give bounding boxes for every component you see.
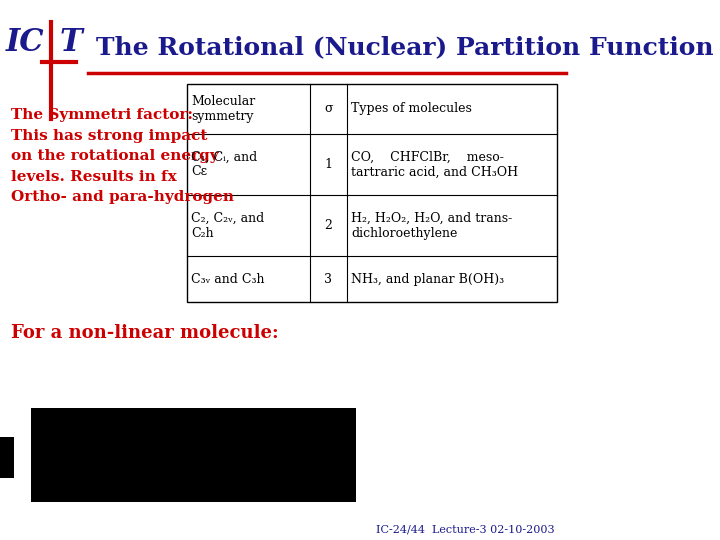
Bar: [0, 437, 14, 478]
Text: 1: 1: [324, 158, 333, 171]
Text: The Rotational (Nuclear) Partition Function: The Rotational (Nuclear) Partition Funct…: [96, 35, 714, 59]
Text: Types of molecules: Types of molecules: [351, 102, 472, 115]
Text: 2: 2: [325, 219, 332, 232]
Text: Molecular
symmetry: Molecular symmetry: [191, 94, 256, 123]
Text: IC: IC: [6, 27, 44, 58]
Text: NH₃, and planar B(OH)₃: NH₃, and planar B(OH)₃: [351, 273, 504, 286]
Text: T: T: [59, 27, 82, 58]
Text: H₂, H₂O₂, H₂O, and trans-
dichloroethylene: H₂, H₂O₂, H₂O, and trans- dichloroethyle…: [351, 212, 513, 240]
Text: 3: 3: [324, 273, 333, 286]
Text: The Symmetri factor:
This has strong impact
on the rotational energy
levels. Res: The Symmetri factor: This has strong imp…: [12, 108, 234, 205]
Text: σ: σ: [324, 102, 333, 115]
Text: C₃ᵥ and C₃h: C₃ᵥ and C₃h: [191, 273, 265, 286]
Text: C₂, C₂ᵥ, and
C₂h: C₂, C₂ᵥ, and C₂h: [191, 212, 264, 240]
Text: For a non-linear molecule:: For a non-linear molecule:: [12, 324, 279, 342]
Text: C₁, Cᵢ, and
Cε: C₁, Cᵢ, and Cε: [191, 150, 257, 178]
Bar: [186, 84, 557, 302]
Text: IC-24/44  Lecture-3 02-10-2003: IC-24/44 Lecture-3 02-10-2003: [376, 524, 554, 535]
Bar: [31, 408, 356, 502]
Text: CO,    CHFClBr,    meso-
tartraric acid, and CH₃OH: CO, CHFClBr, meso- tartraric acid, and C…: [351, 150, 518, 178]
